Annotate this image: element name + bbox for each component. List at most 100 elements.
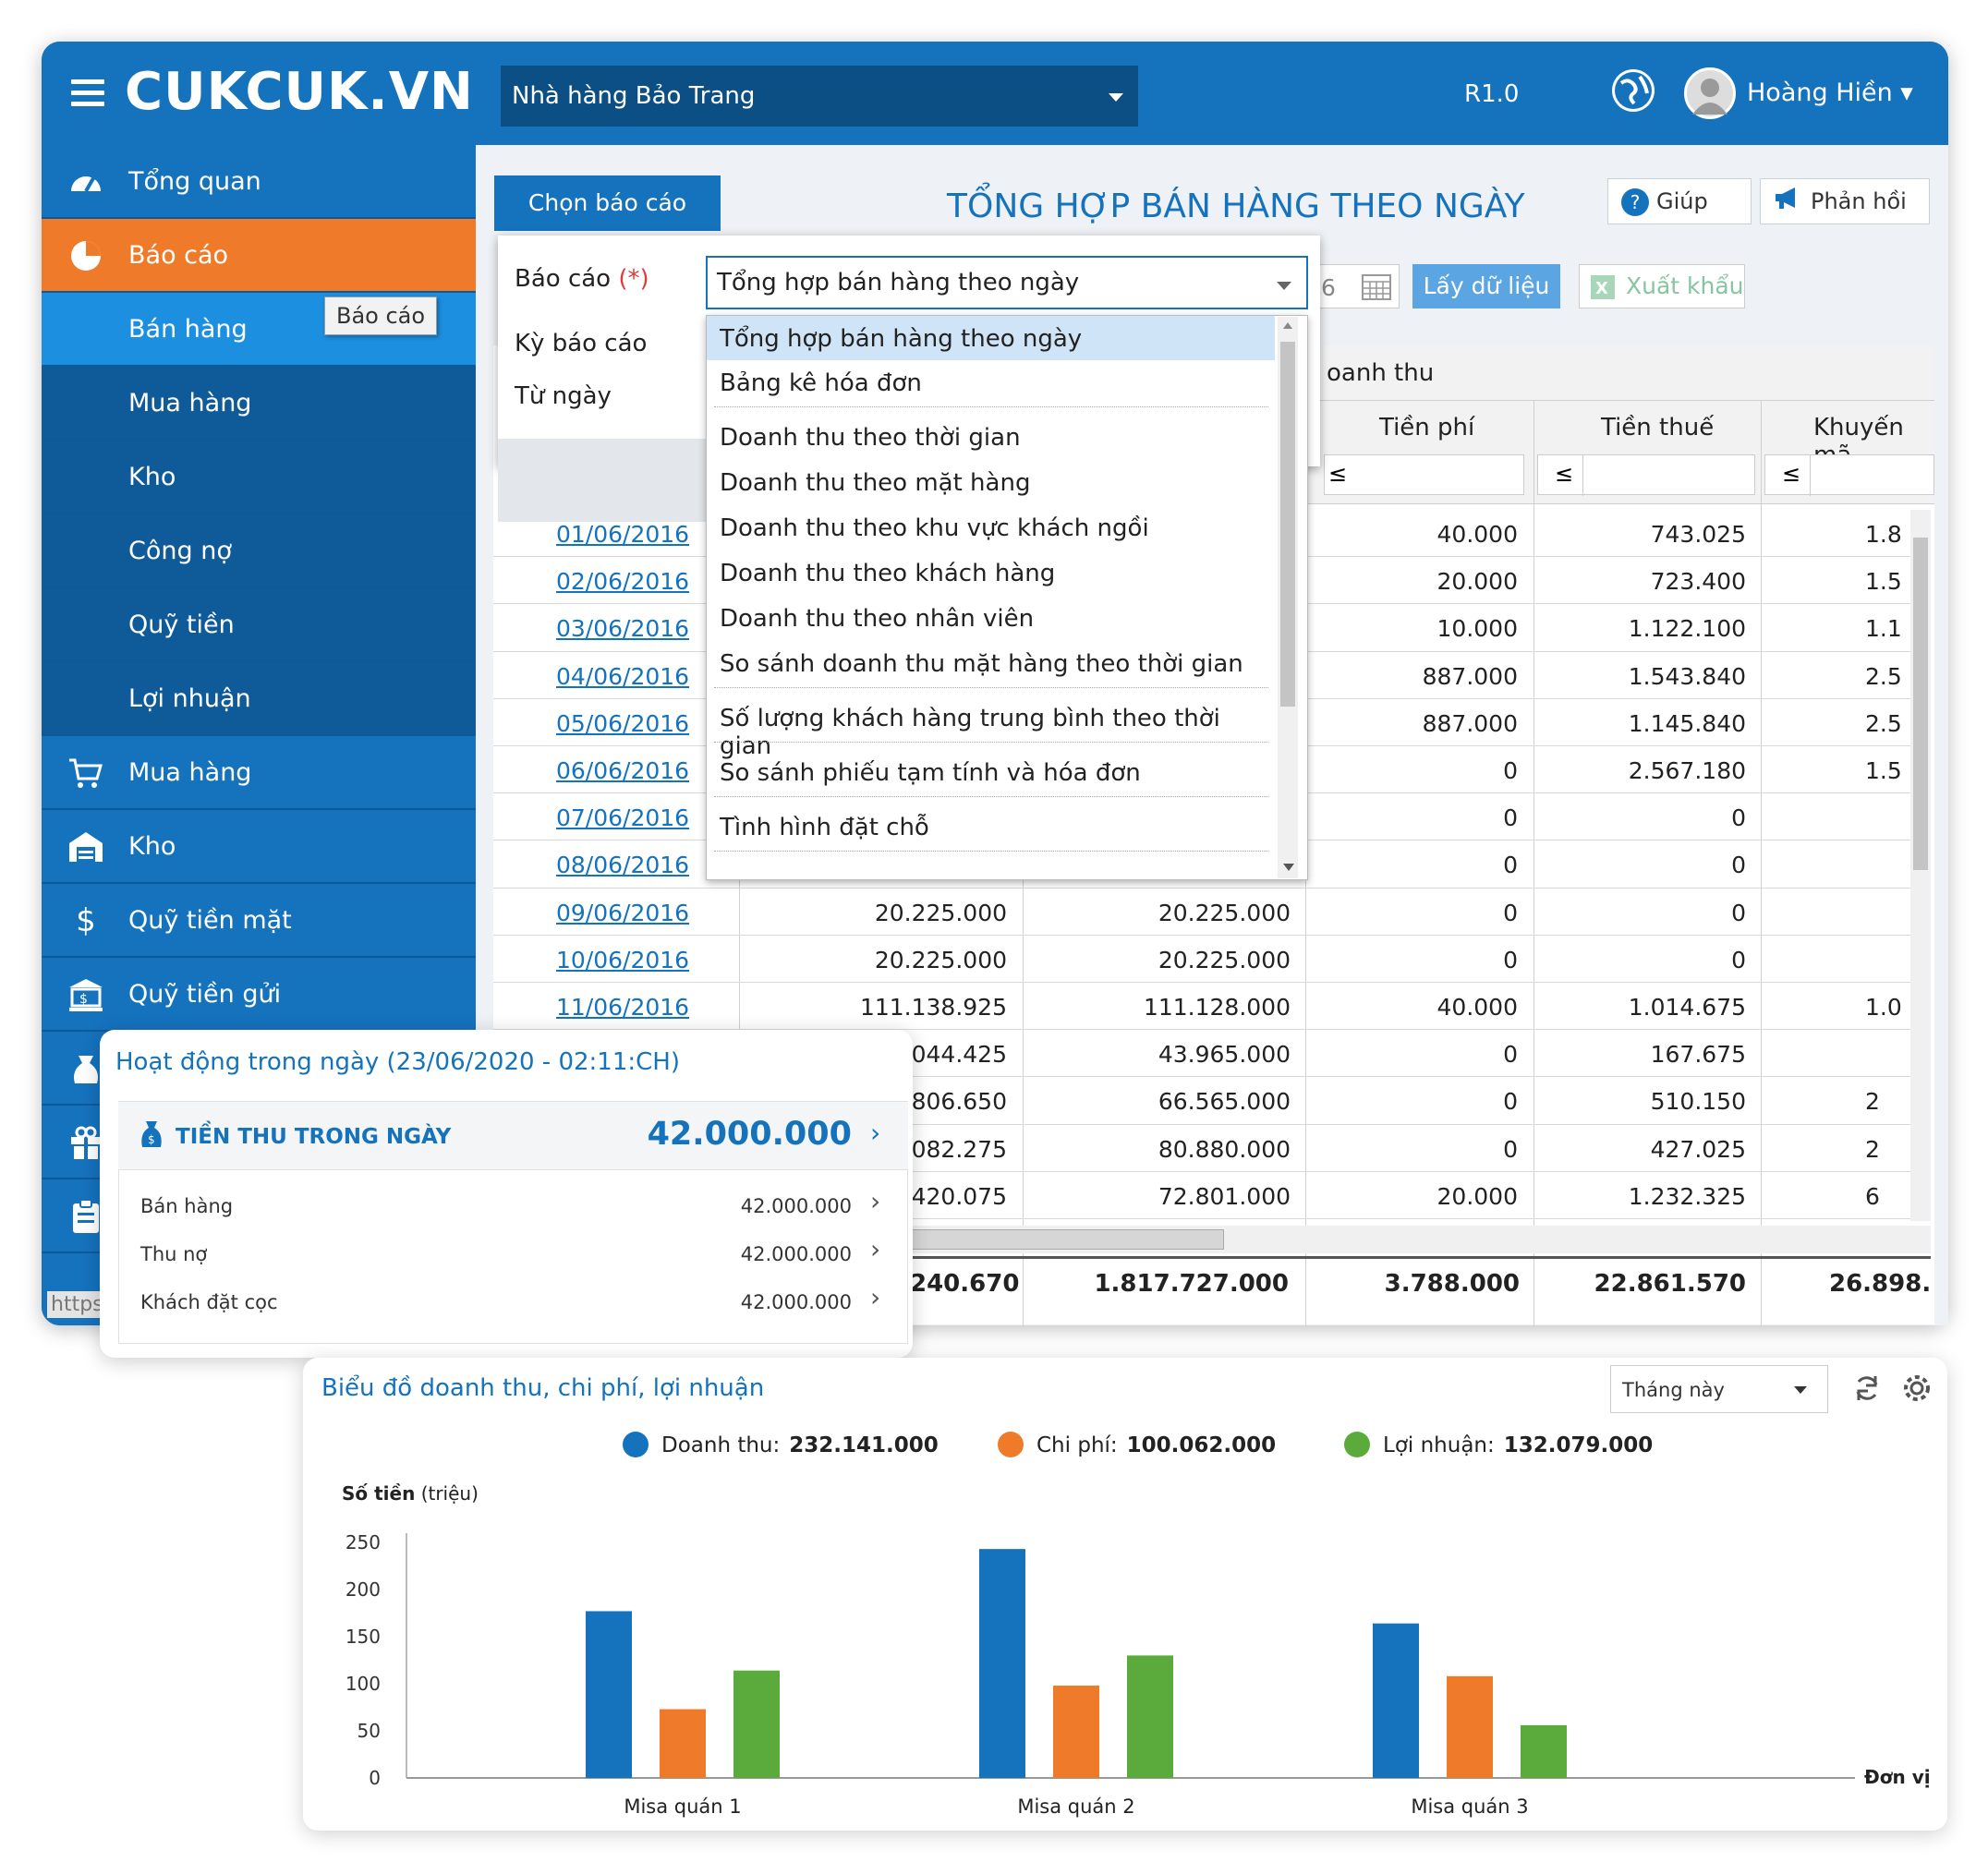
sidebar-item-label: Quỹ tiền gửi (128, 980, 282, 1009)
chevron-down-icon[interactable] (1794, 1386, 1807, 1394)
row-date-link[interactable]: 05/06/2016 (556, 709, 690, 737)
option-revenue-by-area[interactable]: Doanh thu theo khu vực khách ngồi (720, 514, 1149, 542)
export-button[interactable]: X Xuất khẩu (1579, 264, 1745, 308)
row-date-link[interactable]: 06/06/2016 (556, 757, 690, 784)
restaurant-select[interactable]: Nhà hàng Bảo Trang (501, 66, 1138, 127)
calendar-icon[interactable] (1362, 272, 1391, 304)
y-tick-label: 200 (345, 1578, 381, 1601)
settings-gear-icon[interactable] (1901, 1372, 1933, 1408)
option-revenue-by-employee[interactable]: Doanh thu theo nhân viên (720, 605, 1035, 633)
globe-icon[interactable] (1612, 69, 1655, 112)
total-col2: 1.817.727.000 (1094, 1270, 1289, 1298)
row-promo: 1.1 (1865, 615, 1902, 643)
refresh-icon[interactable] (1851, 1372, 1883, 1408)
chevron-down-icon[interactable] (1277, 282, 1291, 290)
option-revenue-by-time[interactable]: Doanh thu theo thời gian (720, 424, 1021, 452)
filter-operator[interactable]: ≤ (1782, 461, 1801, 487)
bar[interactable] (1127, 1655, 1173, 1778)
table-hscroll-thumb[interactable] (910, 1229, 1224, 1250)
row-tax: 1.232.325 (1628, 1182, 1746, 1210)
sidebar-item-bank-fund[interactable]: $ Quỹ tiền gửi (42, 958, 476, 1032)
sidebar-subitem-warehouse[interactable]: Kho (42, 441, 476, 514)
row-date-link[interactable]: 04/06/2016 (556, 662, 690, 690)
options-scroll-thumb[interactable] (1280, 342, 1295, 707)
sidebar-subitem-debt[interactable]: Công nợ (42, 514, 476, 588)
row-divider (493, 982, 1930, 983)
report-type-select[interactable]: Tổng hợp bán hàng theo ngày (706, 256, 1308, 309)
period-select[interactable]: Tháng này (1610, 1365, 1828, 1413)
sidebar-item-purchase[interactable]: Mua hàng (42, 736, 476, 810)
row-fee: 0 (1503, 1041, 1518, 1069)
warehouse-icon (67, 828, 104, 865)
sidebar-item-cash-fund[interactable]: $ Quỹ tiền mặt (42, 884, 476, 958)
row-fee: 10.000 (1436, 615, 1518, 643)
chevron-right-icon[interactable]: › (870, 1282, 881, 1312)
option-temp-bill-compare[interactable]: So sánh phiếu tạm tính và hóa đơn (720, 759, 1141, 787)
restaurant-name: Nhà hàng Bảo Trang (512, 82, 756, 110)
option-revenue-by-customer[interactable]: Doanh thu theo khách hàng (720, 560, 1056, 587)
option-item-revenue-compare[interactable]: So sánh doanh thu mặt hàng theo thời gia… (720, 650, 1243, 678)
table-horizontal-scrollbar[interactable] (910, 1226, 1931, 1253)
legend-value: 232.141.000 (789, 1433, 939, 1457)
date-field[interactable]: 6 (1316, 264, 1400, 308)
sidebar-item-overview[interactable]: Tổng quan (42, 145, 476, 219)
help-button[interactable]: ? Giúp (1607, 178, 1752, 224)
filter-operator[interactable]: ≤ (1555, 461, 1574, 487)
bar[interactable] (733, 1670, 780, 1778)
row-date-link[interactable]: 03/06/2016 (556, 615, 690, 643)
row-fee: 887.000 (1422, 709, 1518, 737)
bar[interactable] (1053, 1686, 1099, 1778)
sidebar-item-label: Lợi nhuận (128, 684, 251, 713)
sidebar-subitem-profit[interactable]: Lợi nhuận (42, 662, 476, 736)
feedback-button[interactable]: Phản hồi (1760, 178, 1930, 224)
scroll-down-icon[interactable] (1283, 864, 1294, 871)
chevron-right-icon[interactable]: › (870, 1118, 881, 1148)
excel-icon: X (1589, 272, 1617, 315)
option-reservations[interactable]: Tình hình đặt chỗ (720, 814, 929, 841)
filter-operator[interactable]: ≤ (1328, 461, 1348, 487)
fee-filter-input[interactable]: ≤ (1324, 454, 1524, 495)
chevron-right-icon[interactable]: › (870, 1234, 881, 1264)
fetch-data-button[interactable]: Lấy dữ liệu (1412, 264, 1560, 308)
sidebar-item-warehouse[interactable]: Kho (42, 810, 476, 884)
chevron-right-icon[interactable]: › (870, 1186, 881, 1216)
option-revenue-by-item[interactable]: Doanh thu theo mặt hàng (720, 469, 1031, 497)
option-invoice-list[interactable]: Bảng kê hóa đơn (720, 369, 922, 397)
option-avg-customers[interactable]: Số lượng khách hàng trung bình theo thời… (720, 705, 1220, 760)
user-menu[interactable]: Hoàng Hiền ▾ (1747, 79, 1913, 107)
table-scroll-thumb[interactable] (1913, 538, 1928, 870)
bar[interactable] (586, 1611, 632, 1778)
bar[interactable] (1447, 1675, 1493, 1778)
top-bar: CUKCUK.VN Nhà hàng Bảo Trang R1.0 Hoàng … (42, 42, 1948, 145)
row-date-link[interactable]: 02/06/2016 (556, 568, 690, 596)
promo-filter-input[interactable]: ≤ (1764, 454, 1934, 496)
sidebar-item-label: Công nợ (128, 537, 232, 565)
row-date-link[interactable]: 10/06/2016 (556, 946, 690, 973)
column-header-fee[interactable]: Tiền phí (1379, 414, 1475, 441)
activity-summary-row[interactable] (118, 1101, 908, 1170)
sidebar-subitem-purchase[interactable]: Mua hàng (42, 367, 476, 441)
option-daily-sales[interactable]: Tổng hợp bán hàng theo ngày (707, 316, 1275, 360)
scroll-up-icon[interactable] (1283, 322, 1292, 329)
bar[interactable] (660, 1709, 706, 1778)
row-promo: 1.0 (1865, 994, 1902, 1021)
bar[interactable] (1373, 1623, 1419, 1778)
choose-report-button[interactable]: Chọn báo cáo (494, 175, 721, 231)
row-fee: 20.000 (1436, 568, 1518, 596)
hamburger-menu-icon[interactable] (71, 79, 104, 109)
row-date-link[interactable]: 07/06/2016 (556, 804, 690, 832)
row-date-link[interactable]: 08/06/2016 (556, 852, 690, 879)
column-header-tax[interactable]: Tiền thuế (1601, 414, 1715, 441)
row-date-link[interactable]: 01/06/2016 (556, 521, 690, 548)
bar[interactable] (979, 1549, 1025, 1778)
table-vertical-scrollbar[interactable] (1910, 510, 1931, 1221)
bar[interactable] (1521, 1724, 1567, 1778)
sidebar-subitem-fund[interactable]: Quỹ tiền (42, 588, 476, 662)
user-avatar[interactable] (1684, 67, 1736, 119)
legend-dot-revenue (623, 1432, 649, 1457)
tax-filter-input[interactable]: ≤ (1537, 454, 1755, 496)
row-date-link[interactable]: 09/06/2016 (556, 899, 690, 926)
row-amount: 044.425 (911, 1041, 1007, 1069)
sidebar-item-reports[interactable]: Báo cáo (42, 219, 476, 293)
row-date-link[interactable]: 11/06/2016 (556, 994, 690, 1021)
